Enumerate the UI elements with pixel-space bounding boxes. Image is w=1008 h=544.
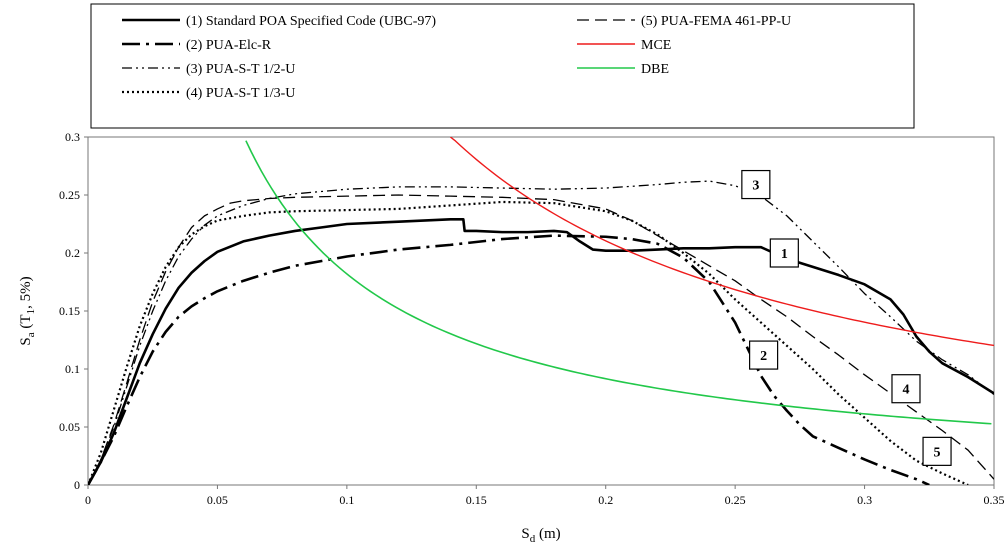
legend-item-dbe: DBE xyxy=(577,62,669,77)
legend-label: MCE xyxy=(641,38,671,53)
legend: (1) Standard POA Specified Code (UBC-97)… xyxy=(122,14,791,101)
x-tick-label: 0.15 xyxy=(466,493,487,507)
legend-label: (1) Standard POA Specified Code (UBC-97) xyxy=(186,14,436,29)
legend-box xyxy=(90,3,915,129)
legend-label: DBE xyxy=(641,62,669,77)
series-line-1-standard-poa-specified-code-ubc-97 xyxy=(88,218,994,485)
curve-label-box xyxy=(741,169,771,200)
x-tick-label: 0.25 xyxy=(725,493,746,507)
curve-label-3: 3 xyxy=(741,169,771,200)
y-tick-label: 0.3 xyxy=(65,130,80,144)
curve-label-5: 5 xyxy=(922,436,952,466)
y-tick-label: 0 xyxy=(74,478,80,492)
curve-label-text: 2 xyxy=(760,349,767,364)
legend-item-4-pua-s-t-1-3-u: (4) PUA-S-T 1/3-U xyxy=(122,86,295,101)
curve-label-1: 1 xyxy=(769,238,799,268)
x-tick-label: 0.3 xyxy=(857,493,872,507)
y-tick-label: 0.1 xyxy=(65,362,80,376)
series-line-dbe xyxy=(245,140,992,425)
y-tick-label: 0.2 xyxy=(65,246,80,260)
legend-label: (5) PUA-FEMA 461-PP-U xyxy=(641,14,791,29)
legend-label: (3) PUA-S-T 1/2-U xyxy=(186,62,295,77)
x-tick-label: 0.1 xyxy=(339,493,354,507)
y-tick-label: 0.15 xyxy=(59,304,80,318)
curve-label-box xyxy=(922,436,952,466)
curve-label-text: 3 xyxy=(752,179,759,194)
legend-item-mce: MCE xyxy=(577,38,671,53)
legend-item-2-pua-elc-r: (2) PUA-Elc-R xyxy=(122,38,272,53)
x-axis-title: Sd (m) xyxy=(521,526,560,544)
x-tick-label: 0.05 xyxy=(207,493,228,507)
curve-label-text: 1 xyxy=(781,247,788,262)
legend-label: (2) PUA-Elc-R xyxy=(186,38,272,53)
x-tick-label: 0.2 xyxy=(598,493,613,507)
y-axis-title: Sa (T1, 5%) xyxy=(18,276,37,345)
curve-label-box xyxy=(891,374,921,404)
legend-item-1-standard-poa-specified-code-ubc-97: (1) Standard POA Specified Code (UBC-97) xyxy=(122,14,436,29)
plot-area xyxy=(87,136,995,486)
y-tick-label: 0.25 xyxy=(59,188,80,202)
curve-label-2: 2 xyxy=(749,340,779,370)
axes-layer: 0 0.05 0.1 0.15 0.2 0.25 0.3 0.3500.050.10.150.… xyxy=(59,130,1005,507)
curve-label-box xyxy=(749,340,779,370)
curve-label-4: 4 xyxy=(891,374,921,404)
y-tick-label: 0.05 xyxy=(59,420,80,434)
legend-label: (4) PUA-S-T 1/3-U xyxy=(186,86,295,101)
series-line-2-pua-elc-r xyxy=(88,234,930,485)
series-line-5-pua-fema-461-pp-u xyxy=(88,194,994,485)
series-line-3-pua-s-t-1-2-u xyxy=(88,180,994,485)
annotations-layer: 1 2 3 4 5 xyxy=(741,169,952,466)
series-line-mce xyxy=(449,137,994,347)
legend-item-5-pua-fema-461-pp-u: (5) PUA-FEMA 461-PP-U xyxy=(577,14,791,29)
x-tick-label: 0 xyxy=(85,493,91,507)
legend-item-3-pua-s-t-1-2-u: (3) PUA-S-T 1/2-U xyxy=(122,62,295,77)
curve-label-text: 5 xyxy=(934,445,941,460)
x-tick-label: 0.35 xyxy=(984,493,1005,507)
curve-label-text: 4 xyxy=(902,383,909,398)
series-layer xyxy=(88,137,994,485)
curve-label-box xyxy=(769,238,799,268)
